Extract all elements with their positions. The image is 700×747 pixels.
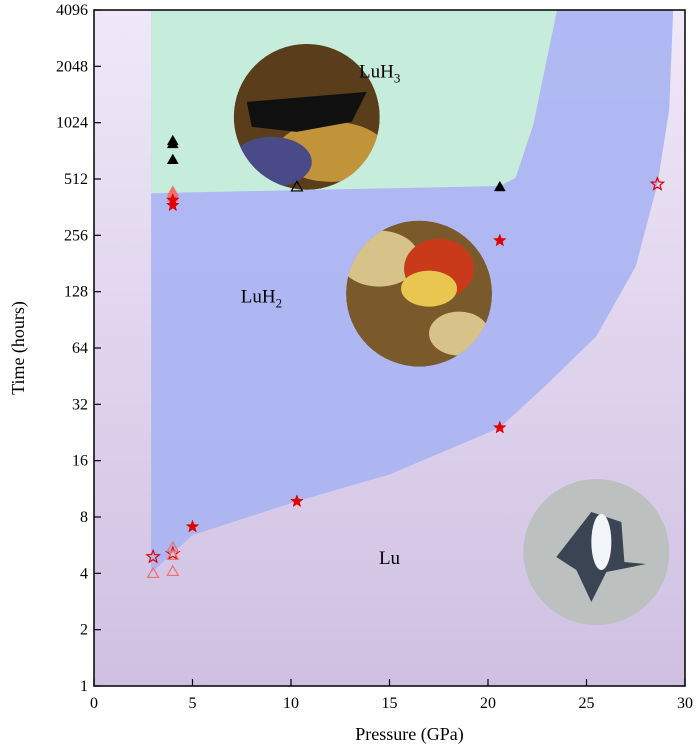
y-tick-label: 1 xyxy=(80,678,88,695)
data-point xyxy=(166,134,179,146)
luh3-sample-photo-content xyxy=(233,43,380,190)
data-point xyxy=(649,175,666,191)
lu-sample-photo xyxy=(523,479,670,626)
data-point xyxy=(492,233,507,247)
y-tick-label: 32 xyxy=(72,396,88,413)
y-tick-label: 2048 xyxy=(56,58,88,75)
y-tick-label: 8 xyxy=(80,509,88,526)
y-tick-label: 1024 xyxy=(56,115,88,132)
x-tick-label: 30 xyxy=(677,695,693,712)
y-tick-label: 128 xyxy=(64,284,88,301)
x-tick-label: 10 xyxy=(283,695,299,712)
y-tick-label: 4 xyxy=(80,565,88,582)
lu-sample-photo-content xyxy=(523,479,670,626)
plot-frame xyxy=(93,9,686,687)
x-tick-label: 15 xyxy=(382,695,398,712)
data-point xyxy=(165,198,180,212)
data-point xyxy=(290,180,304,192)
data-point xyxy=(166,564,180,577)
region-label-lu: Lu xyxy=(379,548,401,569)
x-tick-label: 25 xyxy=(579,695,595,712)
y-tick-label: 512 xyxy=(64,171,88,188)
y-tick-label: 16 xyxy=(72,453,88,470)
data-point xyxy=(492,420,507,434)
x-tick-label: 0 xyxy=(90,695,98,712)
y-axis-title: Time (hours) xyxy=(8,301,29,395)
region-label-luh3: LuH3 xyxy=(359,62,400,86)
data-point xyxy=(145,548,161,564)
luh3-sample-photo-crystal xyxy=(246,91,367,132)
y-tick-label: 4096 xyxy=(56,2,88,19)
data-point xyxy=(165,192,180,206)
y-tick-label: 256 xyxy=(64,227,88,244)
data-point xyxy=(166,548,180,560)
y-tick-label: 64 xyxy=(72,340,88,357)
data-point xyxy=(166,540,180,553)
data-point xyxy=(146,566,160,579)
x-tick-label: 20 xyxy=(480,695,496,712)
luh2-sample-photo-blob xyxy=(401,270,458,307)
data-point xyxy=(185,519,200,533)
region-label-luh2: LuH2 xyxy=(241,287,282,311)
data-point xyxy=(290,494,304,508)
x-axis-title: Pressure (GPa) xyxy=(355,724,463,745)
data-point xyxy=(166,153,179,164)
luh3-sample-photo xyxy=(233,43,380,190)
y-tick-label: 2 xyxy=(80,622,88,639)
x-tick-label: 5 xyxy=(189,695,197,712)
data-point xyxy=(493,180,506,192)
lu-sample-photo-highlight xyxy=(591,514,612,571)
